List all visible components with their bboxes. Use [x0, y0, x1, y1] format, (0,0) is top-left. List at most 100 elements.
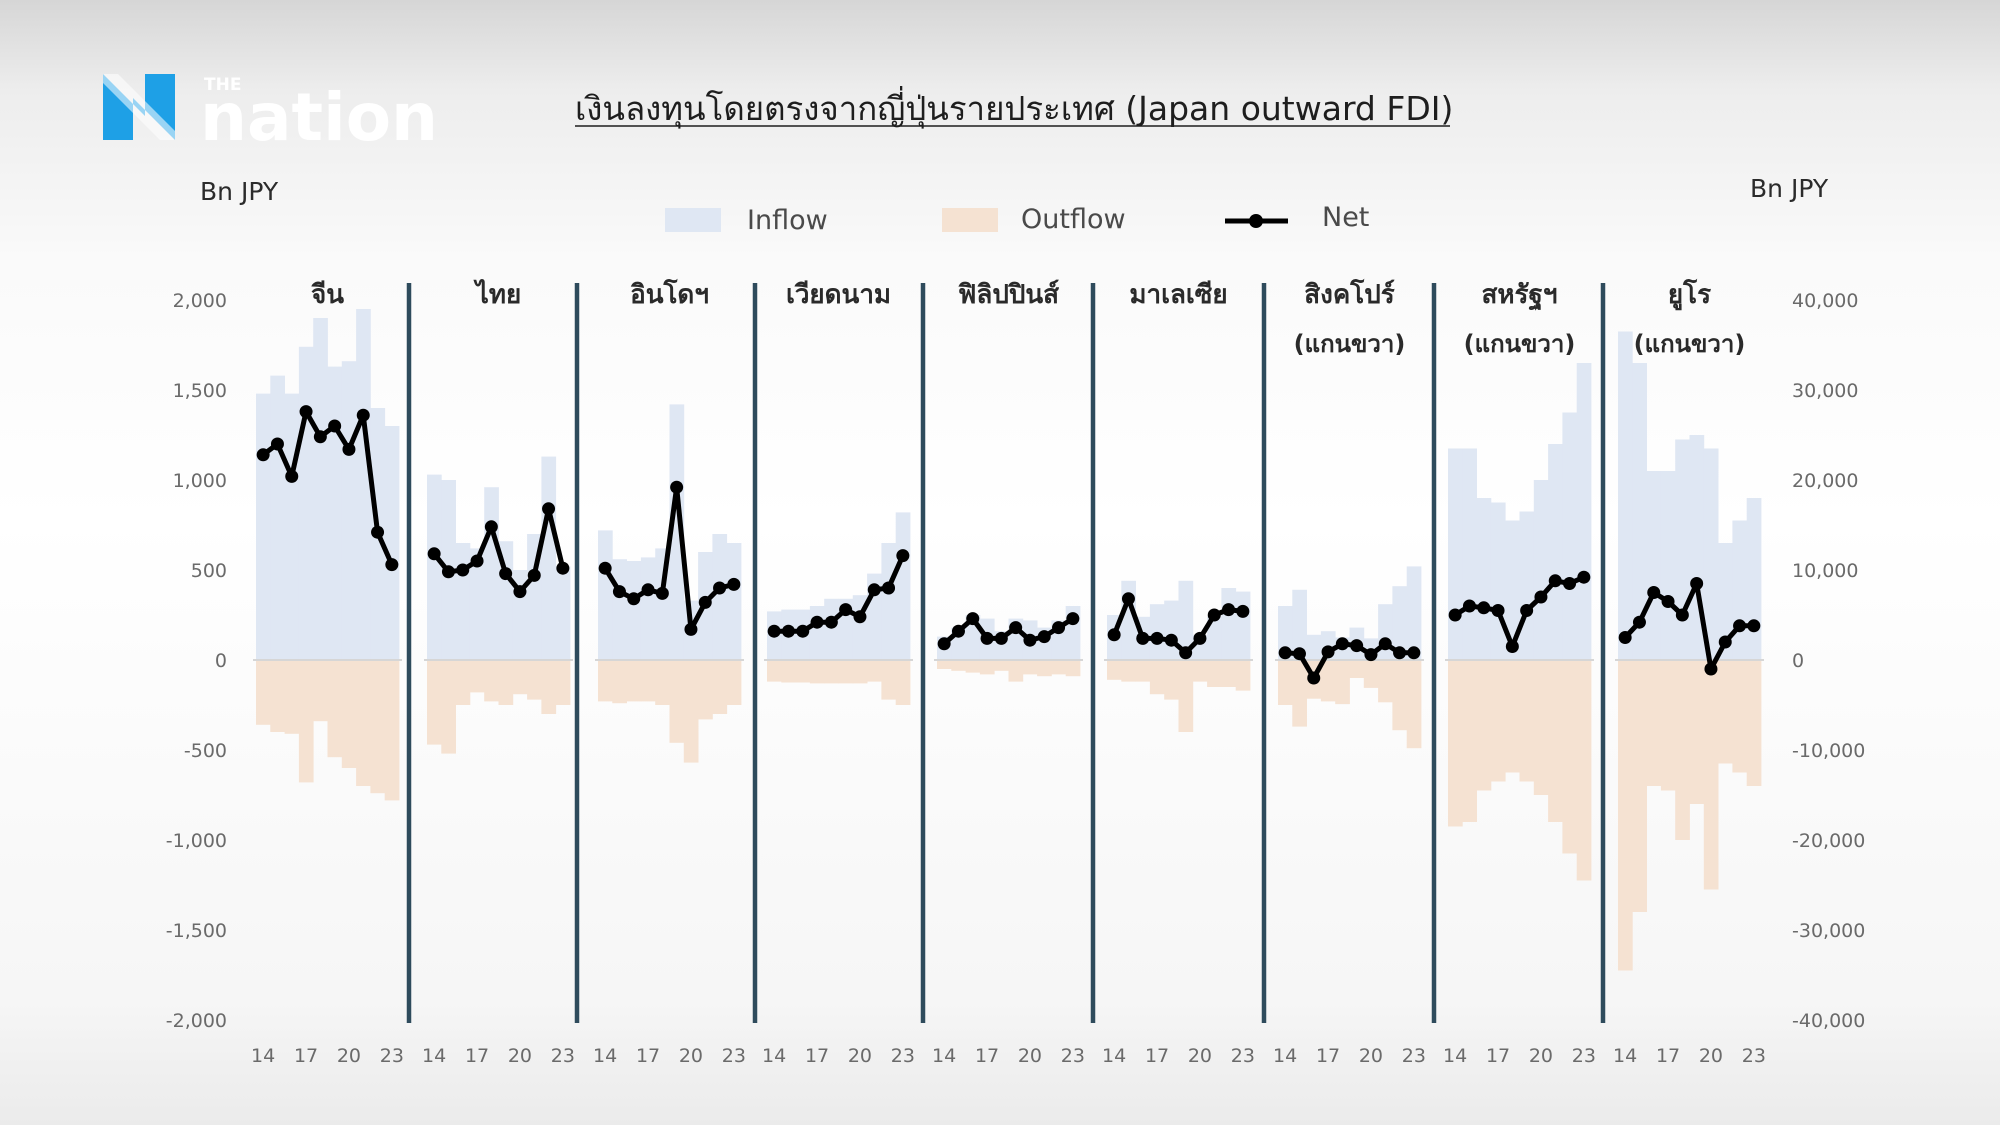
panel-8: สหรัฐฯ (แกนขวา) 14 17 20 23 — [1443, 280, 1596, 1067]
outflow-bar — [484, 660, 499, 702]
inflow-bar — [1306, 634, 1322, 660]
inflow-bar — [555, 566, 571, 660]
net-point — [781, 624, 795, 638]
outflow-bar — [427, 660, 442, 745]
x-tick-label: 14 — [422, 1045, 446, 1067]
outflow-bar — [541, 660, 557, 714]
panel-name: เวียดนาม — [786, 280, 891, 310]
net-point — [810, 615, 824, 629]
net-point — [556, 561, 570, 575]
net-point — [1107, 628, 1121, 642]
inflow-bar — [1476, 498, 1492, 660]
inflow-bar — [1178, 580, 1194, 660]
right-axis-tick-label: -40,000 — [1792, 1010, 1865, 1032]
net-series-line — [774, 554, 906, 634]
net-point — [1364, 648, 1378, 662]
panel-4: เวียดนาม 14 17 20 23 — [762, 280, 915, 1067]
net-point — [1393, 646, 1407, 660]
net-point — [698, 595, 712, 609]
outflow-bar — [1178, 660, 1194, 732]
outflow-bar — [951, 660, 966, 671]
inflow-bar — [1562, 412, 1578, 660]
net-point — [1704, 662, 1718, 676]
panel-note: (แกนขวา) — [1634, 330, 1746, 358]
inflow-bar — [1660, 471, 1676, 660]
x-tick-label: 20 — [1529, 1045, 1553, 1067]
inflow-bar — [298, 346, 314, 660]
x-tick-label: 23 — [1061, 1045, 1085, 1067]
outflow-bar — [1533, 660, 1549, 795]
x-tick-label: 20 — [848, 1045, 872, 1067]
net-point — [1307, 671, 1321, 685]
outflow-bar — [1037, 660, 1052, 677]
net-point — [1548, 574, 1562, 588]
left-axis-label: Bn JPY — [200, 177, 279, 206]
inflow-bar — [270, 375, 285, 660]
net-point — [542, 502, 556, 516]
net-point — [499, 567, 513, 581]
outflow-bar — [1718, 660, 1733, 764]
net-point — [342, 442, 356, 456]
net-point — [1534, 590, 1548, 604]
outflow-bar — [1378, 660, 1393, 703]
right-axis-tick-label: 0 — [1792, 650, 1804, 672]
inflow-bar — [541, 456, 557, 660]
outflow-bar — [1121, 660, 1136, 682]
outflow-bar — [1548, 660, 1563, 822]
outflow-bar — [1618, 660, 1633, 971]
inflow-bar — [712, 534, 728, 660]
net-point — [937, 637, 951, 651]
inflow-bar — [1675, 439, 1690, 660]
x-tick-label: 17 — [1145, 1045, 1169, 1067]
net-point — [1121, 592, 1135, 606]
net-point — [1350, 639, 1364, 653]
outflow-bar — [356, 660, 371, 786]
x-tick-label: 23 — [1231, 1045, 1255, 1067]
net-point — [980, 631, 994, 645]
legend-outflow-label: Outflow — [1021, 204, 1126, 235]
outflow-bar — [598, 660, 613, 702]
net-point — [1577, 570, 1591, 584]
net-series-line — [432, 506, 566, 595]
x-tick-label: 14 — [1102, 1045, 1126, 1067]
net-point — [598, 561, 612, 575]
x-tick-label: 17 — [1656, 1045, 1680, 1067]
outflow-bar — [767, 660, 782, 682]
net-point — [670, 480, 684, 494]
net-point — [1278, 646, 1292, 660]
inflow-bar — [1505, 520, 1520, 660]
net-point — [1505, 640, 1519, 653]
net-point — [371, 525, 385, 539]
outflow-bar — [824, 660, 839, 684]
net-point — [1747, 619, 1761, 633]
x-tick-label: 20 — [1018, 1045, 1042, 1067]
net-point — [1164, 633, 1178, 647]
inflow-bar — [1278, 606, 1293, 660]
outflow-bar — [1164, 660, 1179, 700]
net-series-line — [942, 616, 1075, 646]
outflow-bar — [1207, 660, 1222, 687]
right-axis-tick-label: 40,000 — [1792, 290, 1858, 312]
inflow-bar — [327, 366, 343, 660]
inflow-bar — [1732, 520, 1748, 660]
right-axis-tick-label: -10,000 — [1792, 740, 1865, 762]
legend-inflow-swatch — [665, 208, 721, 232]
outflow-bar — [612, 660, 627, 704]
net-point — [951, 624, 965, 638]
panel-name: จีน — [311, 280, 344, 310]
inflow-bar — [469, 548, 485, 660]
outflow-bar — [1235, 660, 1251, 691]
x-tick-label: 17 — [975, 1045, 999, 1067]
net-point — [1052, 621, 1066, 635]
inflow-bar — [626, 561, 642, 660]
net-point — [1632, 615, 1646, 629]
panel-9: ยูโร (แกนขวา) 14 17 20 23 — [1613, 278, 1766, 1067]
net-point — [1009, 621, 1023, 635]
panel-name: ฟิลิปปินส์ — [958, 279, 1059, 310]
outflow-bar — [937, 660, 952, 669]
inflow-bar — [1519, 511, 1535, 660]
outflow-bar — [867, 660, 882, 682]
left-axis-tick-label: 1,500 — [173, 380, 227, 402]
net-point — [456, 563, 470, 577]
outflow-bar — [1135, 660, 1151, 682]
